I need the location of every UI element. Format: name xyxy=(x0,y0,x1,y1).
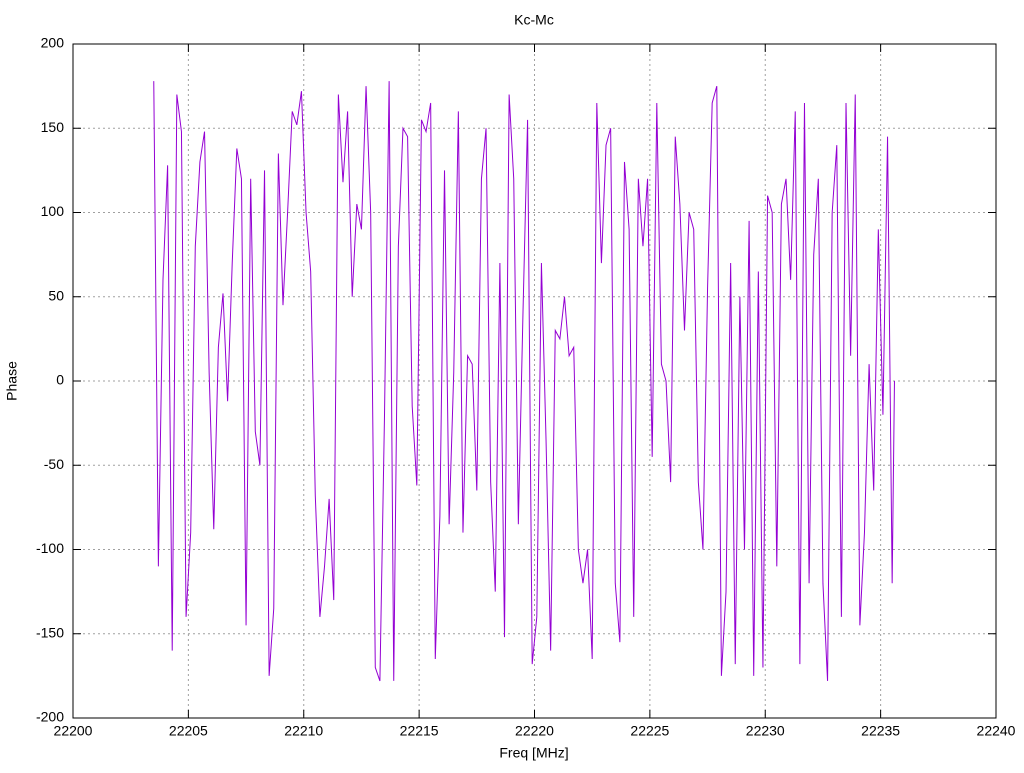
chart-title: Kc-Mc xyxy=(514,12,554,28)
y-tick-label: 150 xyxy=(41,119,65,135)
y-tick-label: -150 xyxy=(36,624,64,640)
x-tick-label: 22230 xyxy=(746,723,785,739)
y-axis-label: Phase xyxy=(4,361,20,401)
x-tick-label: 22220 xyxy=(515,723,554,739)
x-tick-label: 22210 xyxy=(284,723,323,739)
x-tick-label: 22215 xyxy=(400,723,439,739)
y-tick-label: -100 xyxy=(36,540,64,556)
y-tick-label: 100 xyxy=(41,203,65,219)
y-tick-label: -200 xyxy=(36,709,64,725)
y-tick-label: 0 xyxy=(56,372,64,388)
y-tick-label: 50 xyxy=(48,287,64,303)
x-tick-label: 22200 xyxy=(54,723,93,739)
plot-border xyxy=(72,43,997,719)
x-tick-label: 22235 xyxy=(861,723,900,739)
x-tick-label: 22225 xyxy=(630,723,669,739)
y-tick-label: -50 xyxy=(44,456,64,472)
y-tick-label: 200 xyxy=(41,35,65,51)
x-tick-label: 22240 xyxy=(977,723,1016,739)
x-tick-label: 22205 xyxy=(169,723,208,739)
x-axis-label: Freq [MHz] xyxy=(499,745,568,761)
data-line xyxy=(153,81,895,682)
